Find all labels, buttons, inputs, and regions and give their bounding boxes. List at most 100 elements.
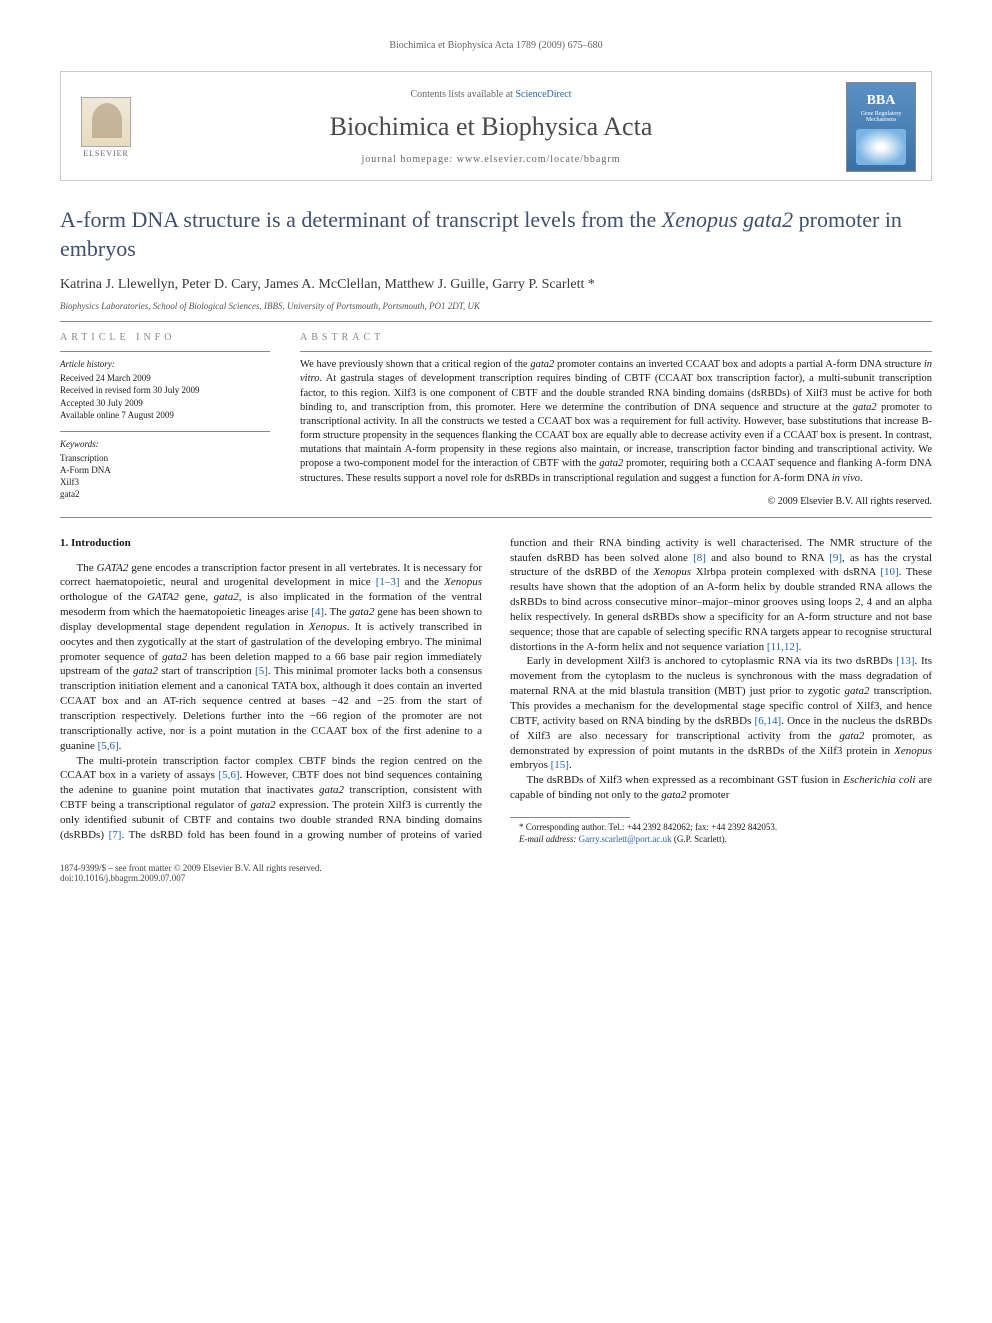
cover-subtitle: Gene Regulatory Mechanisms xyxy=(851,111,911,123)
citation-link[interactable]: [9] xyxy=(829,552,842,564)
text: . This minimal promoter lacks both a con… xyxy=(60,665,482,751)
email-suffix: (G.P. Scarlett). xyxy=(672,834,727,844)
email-link[interactable]: Garry.scarlett@port.ac.uk xyxy=(579,834,672,844)
publisher-name: ELSEVIER xyxy=(83,149,129,158)
text-italic: gata2 xyxy=(349,606,374,618)
citation-link[interactable]: [5,6] xyxy=(218,769,239,781)
text: Early in development Xilf3 is anchored t… xyxy=(527,655,897,667)
revised-date: Received in revised form 30 July 2009 xyxy=(60,384,270,396)
divider xyxy=(300,351,932,352)
text-italic: gata2 xyxy=(162,651,187,663)
article-info-heading: article info xyxy=(60,332,270,343)
abstract-italic: gata2 xyxy=(853,402,877,413)
title-italic: Xenopus gata2 xyxy=(662,207,793,232)
text: gene, xyxy=(179,591,214,603)
abstract-column: abstract We have previously shown that a… xyxy=(300,332,932,507)
journal-title: Biochimica et Biophysica Acta xyxy=(151,112,831,142)
body-paragraph: Early in development Xilf3 is anchored t… xyxy=(510,654,932,773)
journal-cover-thumbnail: BBA Gene Regulatory Mechanisms xyxy=(846,82,916,172)
text-italic: gata2 xyxy=(214,591,239,603)
text: The xyxy=(77,562,97,574)
text-italic: GATA2 xyxy=(97,562,129,574)
journal-header: ELSEVIER Contents lists available at Sci… xyxy=(60,71,932,181)
text-italic: gata2 xyxy=(133,665,158,677)
sciencedirect-link[interactable]: ScienceDirect xyxy=(515,89,571,100)
email-footnote: E-mail address: Garry.scarlett@port.ac.u… xyxy=(510,834,932,846)
issn-line: 1874-9399/$ – see front matter © 2009 El… xyxy=(60,863,932,873)
citation-link[interactable]: [5] xyxy=(255,665,268,677)
corresponding-star-icon: * xyxy=(588,277,595,292)
abstract-span: We have previously shown that a critical… xyxy=(300,359,530,370)
abstract-text: We have previously shown that a critical… xyxy=(300,358,932,486)
homepage-url[interactable]: www.elsevier.com/locate/bbagrm xyxy=(457,154,621,165)
keyword: gata2 xyxy=(60,488,270,500)
abstract-copyright: © 2009 Elsevier B.V. All rights reserved… xyxy=(300,496,932,507)
text: . The xyxy=(324,606,349,618)
citation-link[interactable]: [15] xyxy=(551,759,569,771)
doi-line: doi:10.1016/j.bbagrm.2009.07.007 xyxy=(60,873,932,883)
title-part-a: A-form DNA structure is a determinant of… xyxy=(60,207,662,232)
keyword: Transcription xyxy=(60,452,270,464)
citation-link[interactable]: [6,14] xyxy=(755,715,782,727)
footnote-rule xyxy=(510,817,630,818)
text: . xyxy=(569,759,572,771)
citation-link[interactable]: [4] xyxy=(311,606,324,618)
article-title: A-form DNA structure is a determinant of… xyxy=(60,206,932,263)
contents-line: Contents lists available at ScienceDirec… xyxy=(151,89,831,100)
accepted-date: Accepted 30 July 2009 xyxy=(60,397,270,409)
elsevier-logo: ELSEVIER xyxy=(76,92,136,162)
text-italic: gata2 xyxy=(844,685,869,697)
citation-link[interactable]: [13] xyxy=(896,655,914,667)
citation-link[interactable]: [5,6] xyxy=(98,740,119,752)
running-head: Biochimica et Biophysica Acta 1789 (2009… xyxy=(60,40,932,51)
footnote-text: Corresponding author. Tel.: +44 2392 842… xyxy=(524,822,778,832)
abstract-span: promoter contains an inverted CCAAT box … xyxy=(554,359,924,370)
abstract-italic: gata2 xyxy=(530,359,554,370)
author-list: Katrina J. Llewellyn, Peter D. Cary, Jam… xyxy=(60,277,932,293)
homepage-line: journal homepage: www.elsevier.com/locat… xyxy=(151,154,831,165)
email-label: E-mail address: xyxy=(519,834,576,844)
text-italic: Xenopus xyxy=(653,566,691,578)
text: orthologue of the xyxy=(60,591,147,603)
online-date: Available online 7 August 2009 xyxy=(60,409,270,421)
text-italic: gata2 xyxy=(661,789,686,801)
text-italic: GATA2 xyxy=(147,591,179,603)
abstract-italic: gata2 xyxy=(599,458,623,469)
text-italic: Escherichia coli xyxy=(843,774,915,786)
citation-link[interactable]: [1–3] xyxy=(376,576,400,588)
text-italic: gata2 xyxy=(319,784,344,796)
elsevier-tree-icon xyxy=(81,97,131,147)
text-italic: Xenopus xyxy=(894,745,932,757)
divider xyxy=(60,517,932,518)
keywords-label: Keywords: xyxy=(60,438,270,450)
citation-link[interactable]: [10] xyxy=(880,566,898,578)
body-paragraph: The GATA2 gene encodes a transcription f… xyxy=(60,561,482,754)
text: The dsRBDs of Xilf3 when expressed as a … xyxy=(527,774,844,786)
text: . xyxy=(799,641,802,653)
text-italic: gata2 xyxy=(839,730,864,742)
page-footer: 1874-9399/$ – see front matter © 2009 El… xyxy=(60,863,932,883)
divider xyxy=(60,351,270,352)
body-paragraph: The dsRBDs of Xilf3 when expressed as a … xyxy=(510,773,932,803)
text: . These results have shown that the adop… xyxy=(510,566,932,652)
text: promoter xyxy=(686,789,729,801)
authors-text: Katrina J. Llewellyn, Peter D. Cary, Jam… xyxy=(60,277,588,292)
abstract-span: . xyxy=(860,473,863,484)
citation-link[interactable]: [8] xyxy=(693,552,706,564)
citation-link[interactable]: [7] xyxy=(109,829,122,841)
homepage-prefix: journal homepage: xyxy=(362,154,457,165)
text: Xlrbpa protein complexed with dsRNA xyxy=(691,566,880,578)
citation-link[interactable]: [11,12] xyxy=(767,641,799,653)
text: start of transcription xyxy=(158,665,255,677)
corresponding-footnote: * Corresponding author. Tel.: +44 2392 8… xyxy=(510,822,932,834)
text-italic: Xenopus xyxy=(444,576,482,588)
abstract-heading: abstract xyxy=(300,332,932,343)
received-date: Received 24 March 2009 xyxy=(60,372,270,384)
text: . xyxy=(119,740,122,752)
keyword: A-Form DNA xyxy=(60,464,270,476)
cover-abbrev: BBA xyxy=(867,93,896,109)
text: and also bound to RNA xyxy=(706,552,829,564)
text: embryos xyxy=(510,759,551,771)
text-italic: Xenopus xyxy=(309,621,347,633)
abstract-italic: in vivo xyxy=(832,473,860,484)
